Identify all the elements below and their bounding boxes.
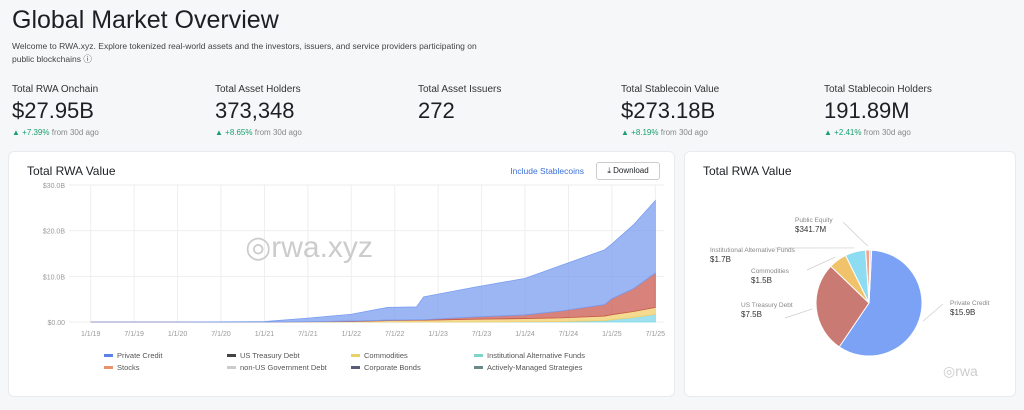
pie-chart-title: Total RWA Value <box>703 164 792 178</box>
stat-value: 191.89M <box>824 98 910 123</box>
pie-leader-line <box>842 221 868 247</box>
legend-swatch <box>474 366 483 369</box>
pie-chart: Private Credit$15.9B US Treasury Debt$7.5… <box>710 217 990 379</box>
download-button[interactable]: ⤓ Download <box>596 162 660 180</box>
pie-label-name: Commodities <box>751 268 790 275</box>
stat-value: 373,348 <box>215 98 295 123</box>
stat-label: Total RWA Onchain <box>12 84 99 95</box>
x-tick-label: 1/1/23 <box>428 331 448 338</box>
page-subtitle: Welcome to RWA.xyz. Explore tokenized re… <box>12 41 477 64</box>
x-tick-label: 7/1/19 <box>124 331 144 338</box>
x-tick-label: 1/1/25 <box>602 331 622 338</box>
legend-label: Stocks <box>117 363 140 372</box>
pie-leader-line <box>806 256 836 271</box>
x-tick-label: 7/1/24 <box>559 331 579 338</box>
area-chart-card: Total RWA Value Include Stablecoins ⤓ Do… <box>8 151 675 397</box>
stat-change: ▲ +2.41% from 30d ago <box>824 128 911 137</box>
stat-label: Total Stablecoin Holders <box>824 84 932 95</box>
pie-slice <box>815 265 870 348</box>
legend-label: Commodities <box>364 351 408 360</box>
x-tick-label: 7/1/25 <box>646 331 666 338</box>
y-tick-label: $0.00 <box>47 320 65 327</box>
y-tick-label: $20.0B <box>43 229 66 236</box>
legend-item[interactable]: Commodities <box>351 351 408 360</box>
legend-item[interactable]: Institutional Alternative Funds <box>474 351 585 360</box>
pie-slice <box>838 249 923 357</box>
legend-item[interactable]: Actively-Managed Strategies <box>474 363 582 372</box>
x-tick-label: 7/1/22 <box>385 331 405 338</box>
pie-label-value: $7.5B <box>741 310 762 319</box>
legend-label: Private Credit <box>117 351 163 360</box>
include-stablecoins-toggle[interactable]: Include Stablecoins <box>510 166 584 176</box>
stat-value: 272 <box>418 98 455 123</box>
legend-label: Institutional Alternative Funds <box>487 351 585 360</box>
x-tick-label: 1/1/21 <box>255 331 275 338</box>
stat-label: Total Asset Holders <box>215 84 301 95</box>
stat-value: $27.95B <box>12 98 94 123</box>
watermark-logo: ◎rwa.xyz <box>245 231 373 264</box>
area-chart-title: Total RWA Value <box>27 164 116 178</box>
legend-swatch <box>474 354 483 357</box>
legend-label: Actively-Managed Strategies <box>487 363 583 372</box>
stat-card: Total RWA Onchain $27.95B ▲ +7.39% from … <box>12 84 212 137</box>
legend-item[interactable]: non-US Government Debt <box>227 363 327 372</box>
pie-slice <box>868 249 873 304</box>
legend-swatch <box>104 366 113 369</box>
x-tick-label: 7/1/20 <box>211 331 231 338</box>
x-tick-label: 1/1/20 <box>168 331 188 338</box>
stat-label: Total Stablecoin Value <box>621 84 720 95</box>
x-tick-label: 1/1/24 <box>515 331 535 338</box>
x-tick-label: 1/1/22 <box>342 331 362 338</box>
watermark-logo: ◎rwa <box>943 363 978 379</box>
legend-item[interactable]: Stocks <box>104 363 140 372</box>
stat-label: Total Asset Issuers <box>418 84 502 95</box>
pie-label-value: $1.5B <box>751 276 772 285</box>
x-tick-label: 7/1/21 <box>298 331 318 338</box>
legend-label: Corporate Bonds <box>364 363 421 372</box>
stat-card: Total Asset Issuers 272 <box>418 84 618 128</box>
legend-item[interactable]: Private Credit <box>104 351 162 360</box>
legend-swatch <box>351 366 360 369</box>
area-series-private-credit <box>90 199 656 323</box>
pie-label-name: US Treasury Debt <box>741 302 793 309</box>
pie-leader-line <box>784 308 813 319</box>
pie-label-name: Institutional Alternative Funds <box>710 247 796 254</box>
legend-label: non-US Government Debt <box>240 363 327 372</box>
stat-change: ▲ +8.19% from 30d ago <box>621 128 708 137</box>
x-tick-label: 1/1/19 <box>81 331 101 338</box>
stat-change: ▲ +8.65% from 30d ago <box>215 128 302 137</box>
legend-item[interactable]: US Treasury Debt <box>227 351 300 360</box>
stat-value: $273.18B <box>621 98 716 123</box>
legend-label: US Treasury Debt <box>240 351 300 360</box>
legend-swatch <box>227 354 236 357</box>
pie-label-name: Private Credit <box>950 300 990 307</box>
y-tick-label: $30.0B <box>43 183 66 190</box>
stat-card: Total Stablecoin Holders 191.89M ▲ +2.41… <box>824 84 1024 137</box>
pie-label-value: $341.7M <box>795 225 826 234</box>
pie-leader-line <box>922 303 944 322</box>
legend-swatch <box>104 354 113 357</box>
x-tick-label: 7/1/23 <box>472 331 492 338</box>
pie-label-name: Public Equity <box>795 217 833 224</box>
area-chart: $0.00 $10.0B $20.0B $30.0B 1/1/19 7/1/19 1/1/2… <box>43 183 666 338</box>
legend-swatch <box>227 366 236 369</box>
page-title: Global Market Overview <box>12 6 279 34</box>
legend-swatch <box>351 354 360 357</box>
stat-card: Total Stablecoin Value $273.18B ▲ +8.19%… <box>621 84 821 137</box>
legend-item[interactable]: Corporate Bonds <box>351 363 421 372</box>
stat-card: Total Asset Holders 373,348 ▲ +8.65% fro… <box>215 84 415 137</box>
pie-label-value: $15.9B <box>950 308 975 317</box>
stat-change: ▲ +7.39% from 30d ago <box>12 128 99 137</box>
pie-chart-card: Total RWA Value Private Credit $15.9B US T… <box>684 151 1016 397</box>
y-tick-label: $10.0B <box>43 274 66 281</box>
pie-label-value: $1.7B <box>710 255 731 264</box>
